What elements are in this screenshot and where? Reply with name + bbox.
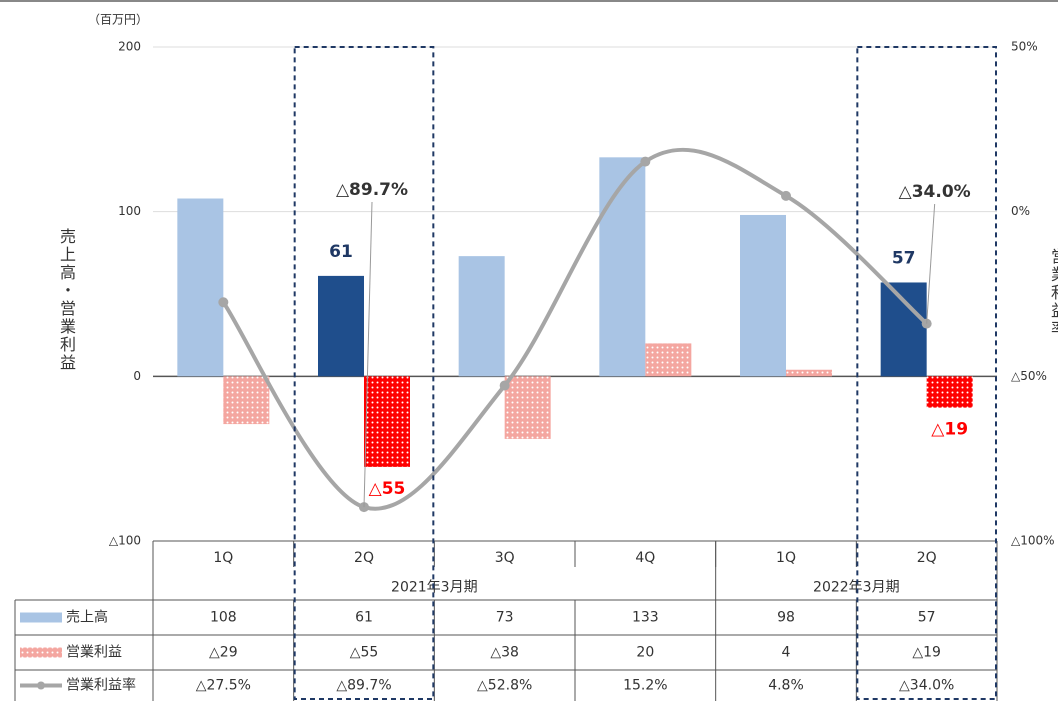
annotation: △89.7% — [336, 180, 408, 200]
line-point — [640, 156, 651, 167]
bar — [740, 214, 786, 377]
y-tick-label: 100 — [118, 204, 141, 218]
x-tick-label: 4Q — [635, 550, 655, 566]
y2-tick-label: △100% — [1011, 534, 1055, 548]
table-cell: 61 — [355, 610, 373, 626]
table-cell: 20 — [636, 645, 654, 661]
leader-line — [926, 203, 936, 324]
highlight-box — [293, 46, 435, 700]
x-tick-label: 1Q — [776, 550, 796, 566]
y-axis-title: 売上高・営業利益 — [57, 228, 76, 372]
data-label: 61 — [329, 242, 353, 262]
table-cell: 57 — [918, 610, 936, 626]
y2-tick-label: 50% — [1011, 40, 1038, 54]
bar — [926, 376, 973, 408]
group-label: 2022年3月期 — [813, 580, 900, 596]
legend-label: 営業利益 — [66, 645, 122, 661]
annotation: △34.0% — [899, 182, 971, 202]
data-label: △55 — [369, 479, 406, 499]
table-cell: 15.2% — [623, 678, 667, 694]
highlight-box — [856, 46, 997, 700]
legend-icon — [20, 612, 62, 623]
legend-label: 売上高 — [66, 609, 108, 626]
y2-tick-label: △50% — [1011, 369, 1047, 383]
table-cell: △38 — [490, 645, 519, 661]
data-label: △19 — [931, 420, 968, 440]
table-cell: △89.7% — [336, 678, 391, 694]
bar — [458, 256, 505, 377]
unit-label: （百万円） — [88, 13, 148, 27]
legend-label: 営業利益率 — [66, 677, 136, 694]
table-cell: △29 — [209, 645, 238, 661]
bar — [786, 369, 832, 377]
table-cell: 108 — [210, 610, 237, 626]
y-tick-label: △100 — [109, 534, 141, 548]
bar — [645, 343, 692, 377]
data-label: 57 — [892, 248, 916, 268]
bar — [223, 376, 270, 425]
y2-tick-label: 0% — [1011, 204, 1030, 218]
table-cell: △19 — [912, 645, 941, 661]
line-point — [218, 297, 229, 308]
table-cell: △55 — [350, 645, 379, 661]
line-point — [499, 380, 510, 391]
table-cell: 4.8% — [768, 678, 804, 694]
x-tick-label: 2Q — [354, 550, 374, 566]
table-cell: △27.5% — [196, 678, 251, 694]
table-cell: 133 — [632, 610, 659, 626]
line-point — [781, 190, 791, 201]
y-tick-label: 0 — [133, 369, 141, 383]
table-cell: △52.8% — [477, 678, 532, 694]
table-cell: 98 — [777, 610, 795, 626]
bar — [599, 157, 646, 377]
y-tick-label: 200 — [118, 40, 141, 54]
bar — [880, 282, 927, 377]
leader-line — [363, 201, 373, 508]
bar — [364, 376, 410, 467]
y2-axis-title: 営業利益率 — [1048, 248, 1058, 338]
table-cell: 4 — [782, 645, 791, 661]
line — [221, 147, 929, 511]
x-tick-label: 1Q — [213, 550, 233, 566]
legend-icon — [20, 647, 62, 658]
bar — [318, 275, 364, 377]
table-cell: 73 — [496, 610, 514, 626]
bar — [504, 376, 551, 439]
legend-icon — [37, 681, 45, 690]
bar — [177, 198, 224, 377]
x-tick-label: 3Q — [495, 550, 515, 566]
table-cell: △34.0% — [899, 678, 954, 694]
x-tick-label: 2Q — [917, 550, 937, 566]
